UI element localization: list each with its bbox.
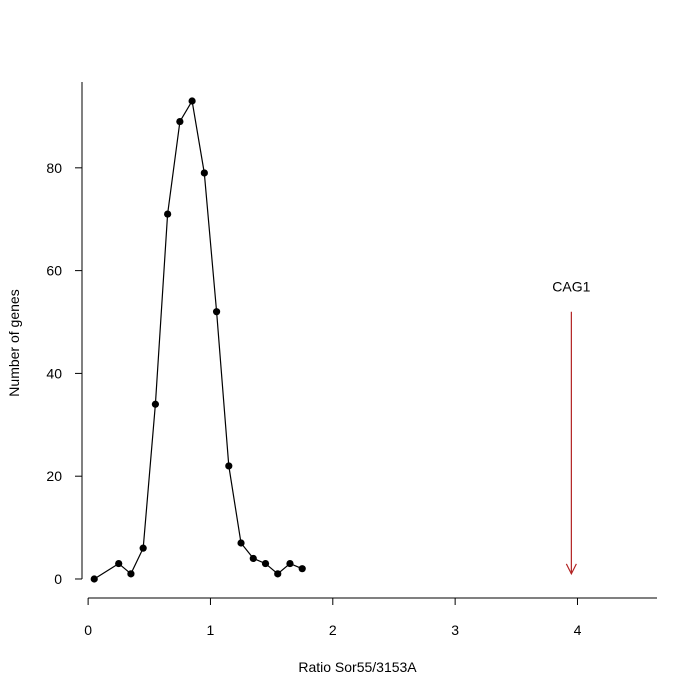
data-point xyxy=(237,539,245,547)
y-axis-title: Number of genes xyxy=(6,289,22,396)
x-tick-label: 3 xyxy=(451,622,459,638)
x-tick-label: 1 xyxy=(207,622,215,638)
data-point xyxy=(176,117,184,126)
series xyxy=(90,97,306,583)
y-tick-label: 80 xyxy=(46,160,62,176)
data-point xyxy=(274,570,282,578)
x-axis-ticks: 0 1 2 3 4 xyxy=(84,598,582,638)
data-point xyxy=(139,544,147,552)
y-tick-label: 40 xyxy=(46,365,62,381)
y-tick-label: 20 xyxy=(46,468,62,484)
data-point xyxy=(200,169,208,177)
data-point xyxy=(127,570,135,578)
data-point xyxy=(212,308,221,316)
series-line xyxy=(93,99,303,580)
axes: 0 1 2 3 4 0 20 40 60 80 xyxy=(46,82,657,638)
data-point xyxy=(249,554,257,563)
data-point xyxy=(286,559,294,568)
data-point xyxy=(225,462,233,470)
y-tick-label: 60 xyxy=(46,263,62,279)
y-axis-ticks: 0 20 40 60 80 xyxy=(46,160,82,587)
data-point xyxy=(151,400,160,408)
data-point xyxy=(90,575,98,583)
annotation-arrow-head xyxy=(565,563,577,576)
data-point xyxy=(115,559,123,568)
y-tick-label: 0 xyxy=(54,571,62,587)
annotation-label: CAG1 xyxy=(552,279,590,295)
data-point xyxy=(261,559,270,568)
annotation: CAG1 xyxy=(552,279,591,576)
x-tick-label: 2 xyxy=(329,622,337,638)
data-point xyxy=(188,97,196,105)
x-tick-label: 0 xyxy=(84,622,92,638)
x-axis-title: Ratio Sor55/3153A xyxy=(298,659,417,675)
data-point xyxy=(298,565,306,573)
x-tick-label: 4 xyxy=(574,622,582,638)
data-point xyxy=(164,210,172,218)
